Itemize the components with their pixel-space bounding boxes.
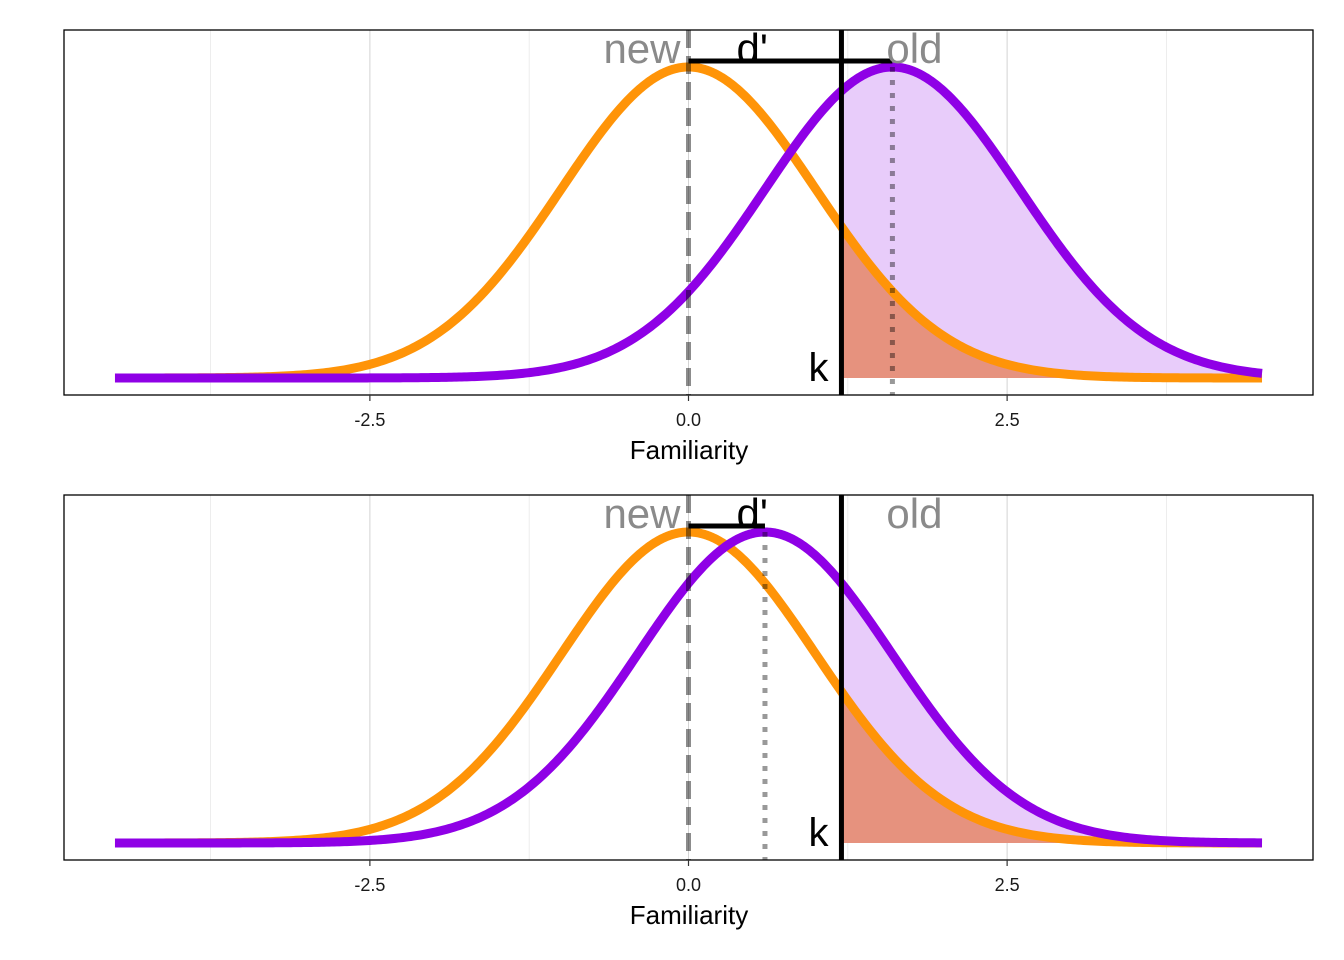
- x-tick-label: 2.5: [995, 410, 1020, 430]
- new-label: new: [603, 490, 681, 537]
- x-tick-label: -2.5: [354, 875, 385, 895]
- panel-bottom: Familiarity new old d' k -2.5 0.0 2.5: [63, 490, 1314, 930]
- plot-area-bottom: [210, 495, 1167, 860]
- density-curve-old: [113, 62, 1264, 383]
- old-label: old: [886, 25, 942, 72]
- x-tick-label: 2.5: [995, 875, 1020, 895]
- x-axis-title-bottom: Familiarity: [630, 900, 748, 930]
- hit-area: [841, 583, 1263, 843]
- x-tick-label: 0.0: [676, 410, 701, 430]
- dprime-label: d': [737, 490, 768, 537]
- hit-area: [841, 67, 1263, 378]
- panel-top: Familiarity new old d' k -2.5 0.0 2.5: [63, 25, 1314, 465]
- old-label: old: [886, 490, 942, 537]
- new-label: new: [603, 25, 681, 72]
- density-curve-old: [113, 527, 1264, 848]
- criterion-label: k: [808, 811, 829, 855]
- x-tick-label: -2.5: [354, 410, 385, 430]
- x-axis-title-top: Familiarity: [630, 435, 748, 465]
- criterion-label: k: [808, 346, 829, 390]
- dprime-label: d': [737, 25, 768, 72]
- x-tick-label: 0.0: [676, 875, 701, 895]
